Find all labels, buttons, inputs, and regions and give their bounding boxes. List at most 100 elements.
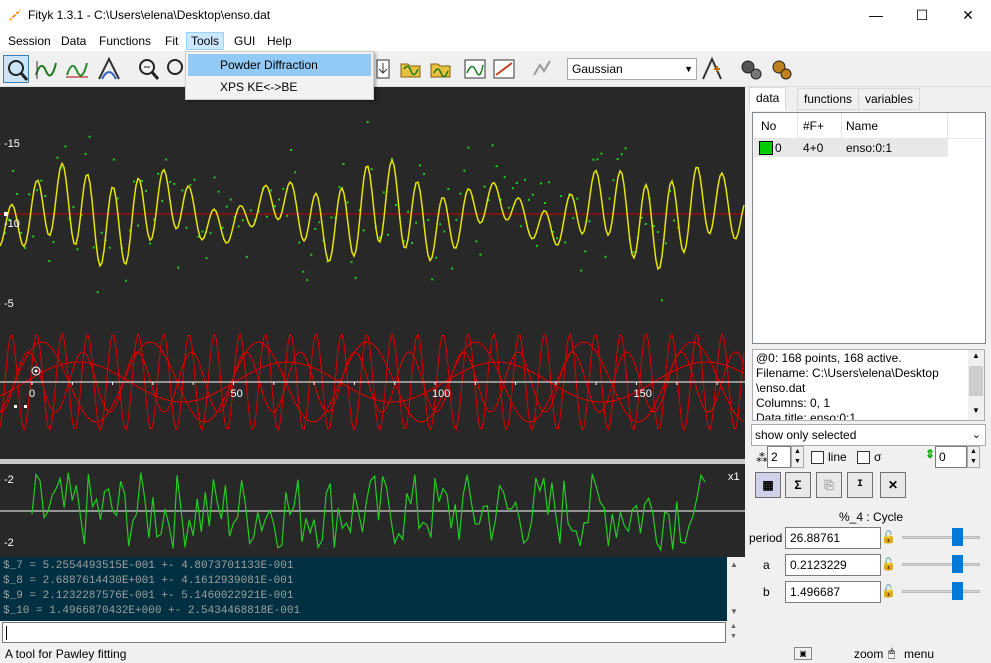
folder-open-icon bbox=[400, 63, 421, 78]
slider-thumb[interactable] bbox=[951, 582, 963, 600]
command-spin[interactable]: ▲ ▼ bbox=[727, 622, 741, 643]
output-scrollbar[interactable]: ▲ ▼ bbox=[727, 557, 741, 621]
delete-button[interactable]: ✕ bbox=[880, 472, 906, 498]
status-bar: A tool for Pawley fitting ▣ zoom 🖱 menu bbox=[0, 645, 991, 663]
command-input[interactable] bbox=[2, 622, 726, 643]
main-plot-canvas[interactable]: 0 50 100 150 -15 -10 -5 -2 -2 x1 bbox=[0, 87, 745, 557]
clear-peaks-button[interactable] bbox=[530, 55, 556, 83]
scroll-up-icon[interactable]: ▲ bbox=[730, 560, 738, 569]
offset-spin[interactable]: ▲ ▼ bbox=[967, 446, 980, 468]
duplicate-button[interactable]: ⎘ bbox=[816, 472, 842, 498]
data-point bbox=[403, 240, 405, 243]
column-header[interactable]: Name bbox=[846, 119, 879, 133]
scroll-thumb[interactable] bbox=[969, 366, 983, 396]
plot-area[interactable]: 0 50 100 150 -15 -10 -5 -2 -2 x1 bbox=[0, 87, 745, 557]
scroll-up-icon[interactable]: ▲ bbox=[972, 351, 980, 360]
open-folder-button[interactable] bbox=[428, 55, 454, 83]
menu-item-powder-diffraction[interactable]: Powder Diffraction bbox=[188, 54, 371, 76]
offset-input[interactable]: 0 bbox=[935, 446, 967, 468]
param-a-input[interactable]: 0.2123229 bbox=[785, 554, 881, 576]
tab-functions[interactable]: functions bbox=[797, 88, 860, 110]
sigma-checkbox[interactable] bbox=[857, 451, 870, 464]
scroll-down-icon[interactable]: ▼ bbox=[972, 406, 980, 415]
lock-icon[interactable]: 🔓 bbox=[881, 530, 896, 544]
spin-down-icon[interactable]: ▼ bbox=[730, 633, 737, 640]
param-period-slider[interactable] bbox=[902, 536, 980, 539]
data-transform-button[interactable] bbox=[491, 55, 517, 83]
data-point bbox=[487, 199, 490, 202]
residual-curve bbox=[31, 472, 706, 552]
filter-select[interactable]: show only selected ⌄ bbox=[751, 424, 986, 446]
line-checkbox[interactable] bbox=[811, 451, 824, 464]
zoom-back-button[interactable] bbox=[163, 55, 189, 83]
info-line: @0: 168 points, 168 active. bbox=[756, 351, 902, 365]
minimize-button[interactable]: — bbox=[869, 7, 883, 23]
data-point bbox=[278, 198, 280, 201]
table-row[interactable]: 0 4+0 enso:0:1 bbox=[754, 139, 948, 157]
export-button[interactable] bbox=[370, 55, 396, 83]
guess-peak-button[interactable] bbox=[700, 55, 726, 83]
data-point bbox=[386, 233, 389, 236]
data-point bbox=[237, 225, 240, 228]
spin-up-icon[interactable]: ▲ bbox=[730, 623, 737, 630]
baseline-mode-button[interactable] bbox=[64, 55, 90, 83]
point-size-spin[interactable]: ▲ ▼ bbox=[791, 446, 804, 468]
maximize-button[interactable]: ☐ bbox=[915, 7, 929, 23]
point-size-input[interactable]: 2 bbox=[767, 446, 791, 468]
menu-gui[interactable]: GUI bbox=[234, 34, 256, 48]
open-data-button[interactable] bbox=[398, 55, 424, 83]
data-point bbox=[439, 223, 442, 226]
menu-functions[interactable]: Functions bbox=[99, 34, 152, 48]
zoom-all-button[interactable] bbox=[135, 55, 161, 83]
menu-help[interactable]: Help bbox=[267, 34, 292, 48]
menu-item-xps-ke-be[interactable]: XPS KE<->BE bbox=[220, 80, 298, 94]
param-period-input[interactable]: 26.88761 bbox=[785, 527, 881, 549]
add-peak-mode-button[interactable] bbox=[96, 55, 122, 83]
rename-button[interactable]: I bbox=[847, 472, 873, 498]
slider-thumb[interactable] bbox=[951, 528, 963, 546]
data-point bbox=[157, 172, 160, 175]
menu-data[interactable]: Data bbox=[61, 34, 87, 48]
sum-button[interactable]: Σ bbox=[785, 472, 811, 498]
tab-variables[interactable]: variables bbox=[858, 88, 921, 110]
menu-tools[interactable]: Tools bbox=[186, 32, 225, 50]
data-point bbox=[298, 241, 301, 244]
data-point bbox=[608, 197, 611, 200]
param-label: a bbox=[763, 558, 770, 572]
edit-data-button[interactable] bbox=[462, 55, 488, 83]
menu-session[interactable]: Session bbox=[8, 34, 51, 48]
param-b-slider[interactable] bbox=[902, 590, 980, 593]
function-type-select[interactable]: Gaussian ▼ bbox=[567, 58, 697, 80]
continue-fit-button[interactable] bbox=[768, 55, 794, 83]
text-cursor bbox=[6, 626, 7, 640]
param-a-slider[interactable] bbox=[902, 563, 980, 566]
dataset-table[interactable]: No #F+ Name 0 4+0 enso:0:1 bbox=[752, 112, 986, 344]
data-point bbox=[616, 158, 619, 160]
param-label: period bbox=[749, 531, 783, 545]
zoom-label: zoom bbox=[854, 647, 884, 661]
tab-data[interactable]: data bbox=[749, 87, 787, 111]
lock-icon[interactable]: 🔓 bbox=[881, 557, 896, 571]
data-point bbox=[483, 185, 486, 188]
slider-thumb[interactable] bbox=[951, 555, 963, 573]
data-point bbox=[382, 191, 385, 194]
range-mode-button[interactable] bbox=[33, 55, 59, 83]
data-point bbox=[419, 164, 422, 167]
zoom-mode-button[interactable] bbox=[3, 55, 29, 83]
scroll-down-icon[interactable]: ▼ bbox=[730, 607, 738, 616]
data-point bbox=[600, 152, 603, 155]
lock-icon[interactable]: 🔓 bbox=[881, 584, 896, 598]
dataset-color-button[interactable]: ▦ bbox=[755, 472, 781, 498]
column-header[interactable]: #F+ bbox=[803, 119, 825, 133]
peak-remove-icon bbox=[533, 60, 551, 76]
run-fit-button[interactable] bbox=[738, 55, 764, 83]
info-scrollbar[interactable]: ▲ ▼ bbox=[968, 350, 984, 420]
data-point bbox=[153, 218, 156, 221]
column-header[interactable]: No bbox=[761, 119, 777, 133]
data-point bbox=[28, 193, 31, 196]
param-b-input[interactable]: 1.496687 bbox=[785, 581, 881, 603]
menu-fit[interactable]: Fit bbox=[165, 34, 179, 48]
dataset-color-swatch[interactable] bbox=[759, 141, 773, 155]
menu-label: menu bbox=[904, 647, 935, 661]
close-button[interactable]: ✕ bbox=[962, 7, 974, 23]
